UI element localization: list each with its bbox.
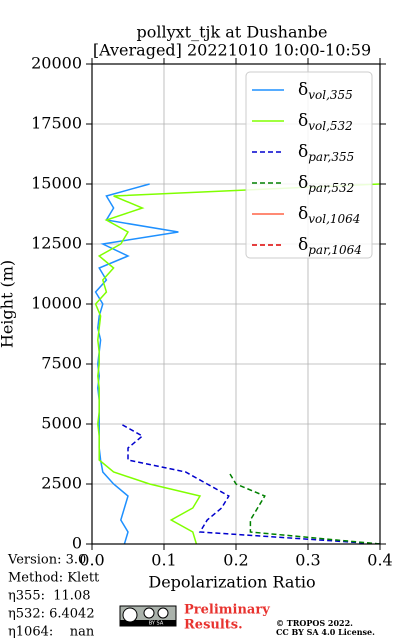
legend-label: δpar,1064 [298, 235, 362, 257]
preliminary: Preliminary [184, 603, 270, 618]
y-axis-label: Height (m) [0, 260, 17, 348]
x-axis-label: Depolarization Ratio [148, 573, 315, 592]
legend-label: δpar,355 [298, 142, 354, 164]
x-tick-label: 0.1 [151, 551, 176, 570]
note: η355: 11.08 [8, 589, 90, 604]
legend-label: δpar,532 [298, 173, 354, 195]
legend: δvol,355 δvol,532 δpar,355 δpar,532 δvol,106… [245, 71, 373, 259]
chart-subtitle: [Averaged] 20221010 10:00-10:59 [93, 41, 371, 60]
copyright: CC BY SA 4.0 License. [276, 627, 375, 637]
legend-box [245, 71, 373, 259]
chart-title: pollyxt_tjk at Dushanbe [136, 23, 327, 42]
legend-label: δvol,532 [298, 111, 353, 133]
y-tick-label: 17500 [31, 114, 82, 133]
y-tick-label: 5000 [41, 414, 82, 433]
y-tick-label: 0 [72, 534, 82, 553]
note: Method: Klett [8, 571, 100, 586]
copyright: © TROPOS 2022. [276, 618, 353, 628]
preliminary: Results. [184, 618, 243, 633]
legend-label: δvol,1064 [298, 204, 360, 226]
x-tick-label: 0.2 [223, 551, 248, 570]
y-tick-label: 2500 [41, 474, 82, 493]
note: η532: 6.4042 [8, 607, 95, 622]
cc-badge: BY SA [119, 605, 177, 627]
y-tick-label: 12500 [31, 234, 82, 253]
y-tick-label: 15000 [31, 174, 82, 193]
legend-label: δvol,355 [298, 80, 353, 102]
x-tick-label: 0.3 [295, 551, 320, 570]
y-tick-label: 20000 [31, 54, 82, 73]
profile-line [94, 183, 179, 544]
x-tick-label: 0.4 [367, 551, 392, 570]
badge-text: BY SA [149, 621, 164, 627]
profile-line [94, 183, 380, 544]
x-tick-label: 0.0 [79, 551, 104, 570]
note: η1064: nan [8, 625, 95, 640]
y-tick-label: 10000 [31, 294, 82, 313]
y-tick-label: 7500 [41, 354, 82, 373]
note: Version: 3.0 [7, 553, 86, 568]
plot-frame [91, 63, 381, 545]
